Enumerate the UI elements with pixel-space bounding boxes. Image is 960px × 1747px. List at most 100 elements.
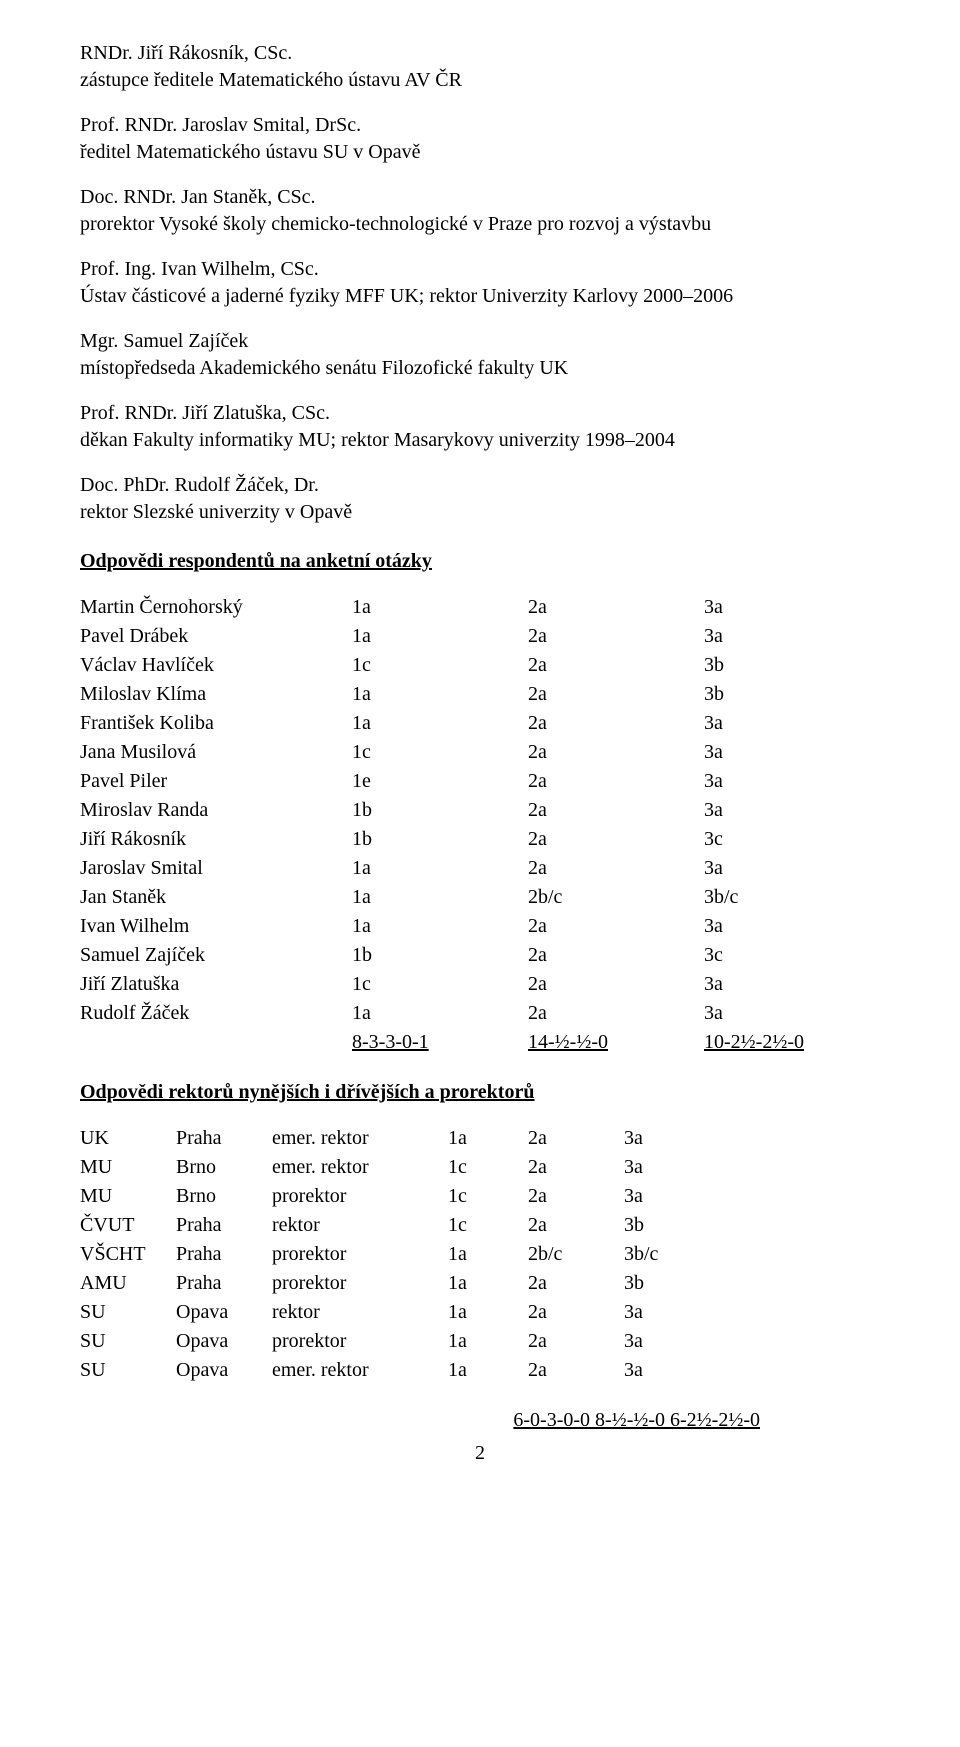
- table-cell: 3a: [624, 1356, 880, 1385]
- table-cell: 1a: [352, 622, 528, 651]
- table-row: VŠCHTPrahaprorektor1a2b/c3b/c: [80, 1240, 880, 1269]
- table-cell: 3a: [624, 1298, 880, 1327]
- page-number: 2: [80, 1440, 880, 1467]
- person-role: děkan Fakulty informatiky MU; rektor Mas…: [80, 427, 880, 454]
- table-cell: prorektor: [272, 1327, 448, 1356]
- table-cell: 3a: [624, 1182, 880, 1211]
- table-cell: emer. rektor: [272, 1124, 448, 1153]
- summary-cell: 8-3-3-0-1: [352, 1028, 528, 1057]
- table-row: SUOpavarektor1a2a3a: [80, 1298, 880, 1327]
- table-row: SUOpavaprorektor1a2a3a: [80, 1327, 880, 1356]
- table-cell: Praha: [176, 1211, 272, 1240]
- table-cell: 2a: [528, 651, 704, 680]
- table-cell: 1e: [352, 767, 528, 796]
- table-row: Miroslav Randa1b2a3a: [80, 796, 880, 825]
- table-cell: Jiří Zlatuška: [80, 970, 352, 999]
- table-cell: 3a: [704, 999, 880, 1028]
- table-cell: 1a: [352, 883, 528, 912]
- summary-cell: 10-2½-2½-0: [704, 1028, 880, 1057]
- table-cell: Miroslav Randa: [80, 796, 352, 825]
- table-cell: 3a: [704, 970, 880, 999]
- person-name: Prof. RNDr. Jaroslav Smital, DrSc.: [80, 112, 880, 139]
- table-cell: 2a: [528, 767, 704, 796]
- table-cell: Martin Černohorský: [80, 593, 352, 622]
- responses-summary-row: 8-3-3-0-1 14-½-½-0 10-2½-2½-0: [80, 1028, 880, 1057]
- table-cell: 3a: [704, 622, 880, 651]
- table-cell: prorektor: [272, 1182, 448, 1211]
- table-cell: emer. rektor: [272, 1153, 448, 1182]
- table-cell: 1a: [448, 1298, 528, 1327]
- table-row: Pavel Piler1e2a3a: [80, 767, 880, 796]
- table-cell: Rudolf Žáček: [80, 999, 352, 1028]
- table-cell: 3b: [704, 651, 880, 680]
- table-row: Jan Staněk1a2b/c3b/c: [80, 883, 880, 912]
- person-entry: Prof. RNDr. Jaroslav Smital, DrSc. ředit…: [80, 112, 880, 166]
- table-cell: Brno: [176, 1153, 272, 1182]
- table-cell: 3a: [704, 709, 880, 738]
- person-entry: Mgr. Samuel Zajíček místopředseda Akadem…: [80, 328, 880, 382]
- table-cell: ČVUT: [80, 1211, 176, 1240]
- table-cell: 3a: [704, 767, 880, 796]
- table-cell: rektor: [272, 1298, 448, 1327]
- table-row: ČVUTPraharektor1c2a3b: [80, 1211, 880, 1240]
- table-cell: 1a: [448, 1269, 528, 1298]
- table-cell: 1c: [352, 738, 528, 767]
- table-cell: Brno: [176, 1182, 272, 1211]
- table-row: Jana Musilová1c2a3a: [80, 738, 880, 767]
- table-cell: rektor: [272, 1211, 448, 1240]
- table-cell: prorektor: [272, 1240, 448, 1269]
- table-row: Pavel Drábek1a2a3a: [80, 622, 880, 651]
- person-entry: RNDr. Jiří Rákosník, CSc. zástupce ředit…: [80, 40, 880, 94]
- person-entry: Prof. RNDr. Jiří Zlatuška, CSc. děkan Fa…: [80, 400, 880, 454]
- table-cell: 3a: [624, 1124, 880, 1153]
- summary-cell: 14-½-½-0: [528, 1028, 704, 1057]
- table-cell: 3c: [704, 941, 880, 970]
- table-cell: UK: [80, 1124, 176, 1153]
- table-cell: 1a: [448, 1124, 528, 1153]
- table-row: MUBrnoemer. rektor1c2a3a: [80, 1153, 880, 1182]
- table-cell: 2a: [528, 854, 704, 883]
- person-entry: Doc. PhDr. Rudolf Žáček, Dr. rektor Slez…: [80, 472, 880, 526]
- section-heading-rectors: Odpovědi rektorů nynějších i dřívějších …: [80, 1079, 880, 1106]
- table-cell: 3a: [704, 854, 880, 883]
- table-cell: SU: [80, 1356, 176, 1385]
- table-row: UKPrahaemer. rektor1a2a3a: [80, 1124, 880, 1153]
- rectors-summary: 6-0-3-0-0 8-½-½-0 6-2½-2½-0: [80, 1407, 880, 1434]
- table-cell: 2b/c: [528, 1240, 624, 1269]
- section-heading-responses: Odpovědi respondentů na anketní otázky: [80, 548, 880, 575]
- person-entry: Doc. RNDr. Jan Staněk, CSc. prorektor Vy…: [80, 184, 880, 238]
- table-cell: Jan Staněk: [80, 883, 352, 912]
- table-cell: Pavel Piler: [80, 767, 352, 796]
- table-cell: MU: [80, 1153, 176, 1182]
- table-cell: 2a: [528, 680, 704, 709]
- person-name: Prof. Ing. Ivan Wilhelm, CSc.: [80, 256, 880, 283]
- table-cell: 2a: [528, 1298, 624, 1327]
- table-row: AMUPrahaprorektor1a2a3b: [80, 1269, 880, 1298]
- table-cell: 3a: [704, 796, 880, 825]
- table-cell: Ivan Wilhelm: [80, 912, 352, 941]
- table-cell: 1c: [448, 1211, 528, 1240]
- table-cell: 2a: [528, 709, 704, 738]
- table-cell: 1a: [448, 1327, 528, 1356]
- table-cell: 3a: [704, 912, 880, 941]
- table-cell: 3c: [704, 825, 880, 854]
- table-cell: Jiří Rákosník: [80, 825, 352, 854]
- table-cell: 3a: [704, 738, 880, 767]
- table-row: MUBrnoprorektor1c2a3a: [80, 1182, 880, 1211]
- table-cell: 2b/c: [528, 883, 704, 912]
- table-cell: 1a: [352, 999, 528, 1028]
- table-cell: 2a: [528, 970, 704, 999]
- table-cell: 2a: [528, 1356, 624, 1385]
- table-row: Jaroslav Smital1a2a3a: [80, 854, 880, 883]
- person-role: prorektor Vysoké školy chemicko-technolo…: [80, 211, 880, 238]
- table-cell: Praha: [176, 1124, 272, 1153]
- table-cell: 1b: [352, 941, 528, 970]
- table-cell: 2a: [528, 941, 704, 970]
- table-cell: 3a: [624, 1153, 880, 1182]
- table-row: František Koliba1a2a3a: [80, 709, 880, 738]
- table-cell: 1a: [352, 912, 528, 941]
- table-cell: Václav Havlíček: [80, 651, 352, 680]
- table-cell: Miloslav Klíma: [80, 680, 352, 709]
- person-role: ředitel Matematického ústavu SU v Opavě: [80, 139, 880, 166]
- table-row: SUOpavaemer. rektor1a2a3a: [80, 1356, 880, 1385]
